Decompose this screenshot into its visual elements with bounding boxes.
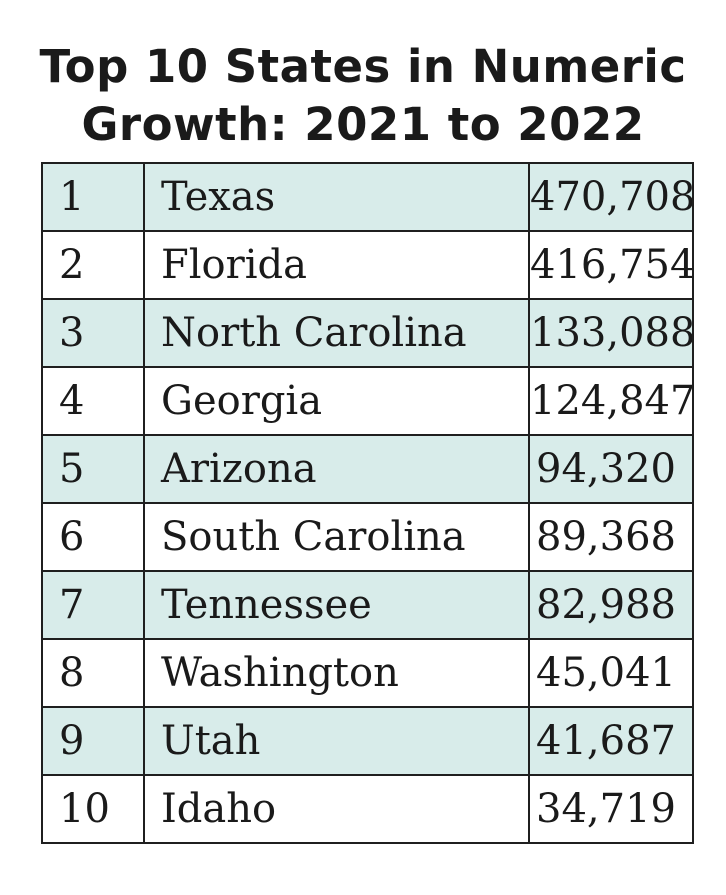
growth-table-body: 1 Texas 470,708 2 Florida 416,754 3 Nort… xyxy=(41,162,694,844)
growth-cell: 45,041 xyxy=(528,638,694,708)
growth-cell: 124,847 xyxy=(528,366,694,436)
table-row: 4 Georgia 124,847 xyxy=(41,366,694,436)
chart-title-line-1: Top 10 States in Numeric xyxy=(39,40,687,93)
table-row: 6 South Carolina 89,368 xyxy=(41,502,694,572)
state-cell: Texas xyxy=(143,162,530,232)
growth-cell: 133,088 xyxy=(528,298,694,368)
growth-cell: 94,320 xyxy=(528,434,694,504)
table-row: 2 Florida 416,754 xyxy=(41,230,694,300)
rank-cell: 8 xyxy=(41,638,145,708)
state-cell: South Carolina xyxy=(143,502,530,572)
table-row: 1 Texas 470,708 xyxy=(41,162,694,232)
rank-cell: 7 xyxy=(41,570,145,640)
growth-cell: 89,368 xyxy=(528,502,694,572)
growth-table: 1 Texas 470,708 2 Florida 416,754 3 Nort… xyxy=(41,162,694,844)
growth-cell: 41,687 xyxy=(528,706,694,776)
state-cell: Tennessee xyxy=(143,570,530,640)
chart-title: Top 10 States in Numeric Growth: 2021 to… xyxy=(0,38,726,154)
state-cell: Idaho xyxy=(143,774,530,844)
table-row: 7 Tennessee 82,988 xyxy=(41,570,694,640)
table-row: 10 Idaho 34,719 xyxy=(41,774,694,844)
state-cell: North Carolina xyxy=(143,298,530,368)
state-cell: Arizona xyxy=(143,434,530,504)
rank-cell: 6 xyxy=(41,502,145,572)
growth-cell: 82,988 xyxy=(528,570,694,640)
state-cell: Georgia xyxy=(143,366,530,436)
rank-cell: 2 xyxy=(41,230,145,300)
rank-cell: 9 xyxy=(41,706,145,776)
growth-cell: 416,754 xyxy=(528,230,694,300)
table-row: 9 Utah 41,687 xyxy=(41,706,694,776)
growth-cell: 34,719 xyxy=(528,774,694,844)
growth-cell: 470,708 xyxy=(528,162,694,232)
rank-cell: 10 xyxy=(41,774,145,844)
rank-cell: 3 xyxy=(41,298,145,368)
rank-cell: 1 xyxy=(41,162,145,232)
state-cell: Washington xyxy=(143,638,530,708)
state-cell: Florida xyxy=(143,230,530,300)
table-row: 5 Arizona 94,320 xyxy=(41,434,694,504)
chart-title-line-2: Growth: 2021 to 2022 xyxy=(81,98,645,151)
rank-cell: 4 xyxy=(41,366,145,436)
table-row: 8 Washington 45,041 xyxy=(41,638,694,708)
table-row: 3 North Carolina 133,088 xyxy=(41,298,694,368)
state-cell: Utah xyxy=(143,706,530,776)
rank-cell: 5 xyxy=(41,434,145,504)
